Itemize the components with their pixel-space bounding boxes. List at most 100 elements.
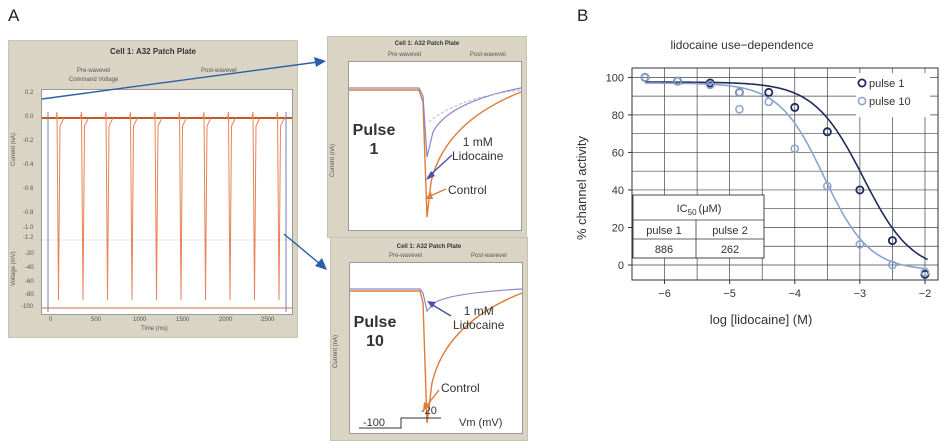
pulse10-label-post: Post-wavevel [471, 253, 507, 259]
data-point-pulse10 [822, 181, 832, 191]
pulse10-big-label: Pulse 10 [345, 313, 405, 351]
main-ytick: -40 [25, 265, 34, 271]
ic50-col-pulse2: pulse 2 [712, 225, 747, 237]
pulse10-v1-label: -100 [363, 417, 386, 429]
pulse1-word: Pulse [352, 122, 396, 139]
main-ytick: -60 [25, 279, 34, 285]
ic50-header-unit: (μM) [699, 203, 722, 215]
main-xtick: 1500 [176, 317, 190, 323]
pulse10-drug-name: Lidocaine [453, 318, 505, 332]
data-point-pulse1 [790, 102, 800, 112]
plot-frame [631, 67, 939, 281]
main-label-command: Command Voltage [69, 77, 119, 83]
ic50-col-pulse1: pulse 1 [646, 225, 681, 237]
pulse10-arrows [359, 301, 452, 429]
main-trace-svg [42, 111, 292, 312]
pulse10-trace-screenshot: Cell 1: A32 Patch Plate Pre-wavevel Post… [330, 237, 528, 441]
legend-marker-pulse10 [857, 96, 867, 106]
pulse1-trace-svg [349, 87, 522, 218]
connector-arrow-head-bottom [315, 258, 327, 270]
legend-label-pulse1: pulse 1 [869, 78, 904, 90]
main-label-pre: Pre-wavevel [77, 68, 111, 74]
main-xtick: 1000 [133, 317, 147, 323]
pulse1-drug-name: Lidocaine [452, 149, 504, 163]
y-tick-label: 0 [618, 260, 624, 272]
pulse1-trace-screenshot: Cell 1: A32 Patch Plate Pre-wavevel Post… [327, 36, 527, 238]
x-tick-label: −4 [788, 288, 801, 300]
y-tick-label: 80 [612, 110, 624, 122]
data-point-pulse10 [790, 144, 800, 154]
ic50-header-main: IC [677, 203, 688, 215]
pulse1-drug-label: 1 mM Lidocaine [452, 135, 503, 163]
legend-marker-pulse1 [857, 78, 867, 88]
pulse10-vm-label: Vm (mV) [459, 417, 503, 429]
ic50-val-pulse1: 886 [655, 244, 673, 256]
ic50-table: IC50 (μM) pulse 1 pulse 2 886 262 [632, 194, 765, 259]
pulse1-number: 1 [369, 141, 379, 158]
main-trace-spike [55, 111, 65, 301]
pulse1-control-label: Control [448, 183, 487, 197]
y-tick-label: 20 [612, 222, 624, 234]
y-tick-label: 100 [606, 72, 624, 84]
x-tick-label: −2 [919, 288, 932, 300]
main-xtick: 2000 [219, 317, 233, 323]
pulse10-trace-svg [350, 288, 523, 424]
main-ytick: 0.0 [25, 114, 34, 120]
main-ytick: -100 [21, 304, 34, 310]
pulse10-word: Pulse [353, 314, 397, 331]
main-ytick: -0.2 [23, 138, 34, 144]
pulse1-label-post: Post-wavevel [470, 52, 506, 58]
ic50-val-pulse2: 262 [721, 244, 739, 256]
x-tick-label: −5 [723, 288, 736, 300]
main-label-post: Post-wavevel [201, 68, 237, 74]
main-ytick: -1.0 [23, 225, 34, 231]
main-trace-screenshot: Cell 1: A32 Patch Plate Pre-wavevel Post… [8, 40, 298, 338]
dose-response-chart: lidocaine use−dependence −6 −5 −4 −3 −2 0 20 40… [574, 38, 939, 327]
connector-arrow-head-top [314, 57, 326, 67]
data-point-pulse10 [673, 76, 682, 86]
main-shot-title: Cell 1: A32 Patch Plate [110, 47, 196, 56]
data-point-pulse10 [855, 240, 865, 249]
main-trace-spike [202, 111, 212, 301]
main-trace-spike [104, 111, 114, 301]
data-point-pulse10 [735, 88, 744, 97]
main-ytick: -1.2 [23, 235, 34, 241]
pulse10-shot-title: Cell 1: A32 Patch Plate [396, 244, 462, 250]
main-trace-spike [80, 111, 89, 301]
chart-ylabel: % channel activity [574, 135, 589, 240]
main-trace-spike [153, 111, 163, 301]
x-tick-label: −3 [854, 288, 867, 300]
fit-curve-pulse1 [645, 81, 928, 261]
ic50-table-header: IC50 (μM) [677, 203, 722, 217]
data-point-pulse10 [705, 80, 715, 90]
main-xtick: 500 [91, 317, 102, 323]
main-ytick: -80 [25, 292, 34, 298]
main-trace-spike [129, 111, 138, 301]
chart-fit-curves [645, 81, 928, 270]
legend-label-pulse10: pulse 10 [869, 96, 911, 108]
ic50-header-sub: 50 [688, 208, 697, 217]
pulse10-drug-conc: 1 mM [463, 304, 494, 318]
chart-points [640, 72, 930, 279]
pulse10-number: 10 [366, 333, 384, 350]
pulse10-trace-plot [349, 262, 523, 434]
main-ytick: -0.4 [23, 162, 34, 168]
pulse1-shot-title: Cell 1: A32 Patch Plate [394, 41, 460, 47]
data-point-pulse1 [764, 87, 774, 97]
main-ytick: 0.2 [25, 90, 34, 96]
chart-title: lidocaine use−dependence [670, 38, 813, 52]
pulse1-big-label: Pulse 1 [344, 121, 404, 159]
main-trace-spike [276, 111, 285, 301]
main-trace-spike [251, 111, 261, 301]
pulse1-label-pre: Pre-wavevel [388, 52, 422, 58]
y-tick-label: 60 [612, 147, 624, 159]
data-point-pulse10 [920, 268, 930, 277]
main-ytick: -20 [25, 251, 34, 257]
main-ytick: -0.8 [23, 210, 34, 216]
fit-curve-pulse10 [645, 82, 928, 270]
data-point-pulse1 [855, 185, 865, 195]
panel-letter-a: A [8, 6, 20, 25]
pulse1-drug-conc: 1 mM [462, 135, 493, 149]
chart-legend: pulse 1 pulse 10 [856, 73, 930, 117]
